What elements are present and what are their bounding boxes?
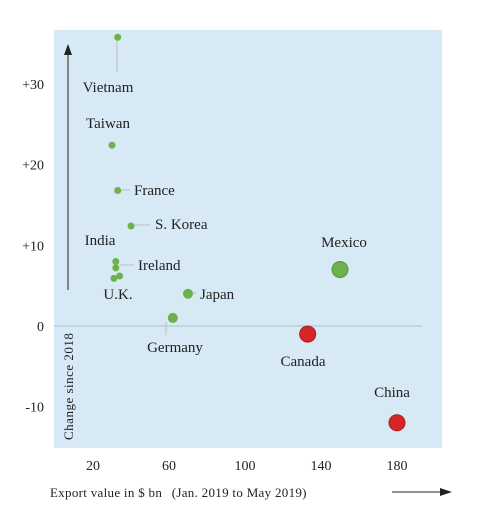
label-india: India xyxy=(85,233,116,249)
y-tick-label: +10 xyxy=(22,239,44,254)
point-labels: Vietnam Taiwan France S. Korea India Ireland U… xyxy=(83,80,411,401)
label-china: China xyxy=(374,385,410,401)
point-vietnam xyxy=(114,33,122,41)
x-tick-label: 100 xyxy=(235,459,256,474)
y-axis-arrow-head xyxy=(64,44,72,55)
label-france: France xyxy=(134,183,175,199)
point-germany xyxy=(167,312,178,323)
point-china xyxy=(388,414,406,432)
label-vietnam: Vietnam xyxy=(83,80,134,96)
x-tick-label: 180 xyxy=(387,459,408,474)
y-tick-label: +30 xyxy=(22,78,44,93)
x-tick-label: 60 xyxy=(162,459,176,474)
point-s-korea xyxy=(127,222,135,230)
point-canada xyxy=(299,325,317,343)
plot-area xyxy=(54,30,442,448)
point-u-k xyxy=(110,274,118,282)
point-taiwan xyxy=(108,141,116,149)
x-tick-label: 20 xyxy=(86,459,100,474)
label-u-k: U.K. xyxy=(103,287,132,303)
x-axis-arrow-head xyxy=(440,488,452,496)
point-france xyxy=(114,186,122,194)
y-axis-ticks: +30 +20 +10 0 -10 xyxy=(22,78,44,416)
data-points xyxy=(108,33,406,432)
label-ireland: Ireland xyxy=(138,258,181,274)
y-axis-title: Change since 2018 xyxy=(61,333,76,440)
point-india xyxy=(112,257,120,265)
label-japan: Japan xyxy=(200,287,235,303)
y-tick-label: 0 xyxy=(37,320,44,335)
x-tick-label: 140 xyxy=(311,459,332,474)
label-taiwan: Taiwan xyxy=(86,116,130,132)
label-mexico: Mexico xyxy=(321,235,367,251)
point-japan xyxy=(183,288,193,299)
x-axis-title: Export value in $ bn (Jan. 2019 to May 2… xyxy=(50,485,307,500)
label-canada: Canada xyxy=(281,354,326,370)
label-s-korea: S. Korea xyxy=(155,217,208,233)
y-tick-label: -10 xyxy=(25,401,44,416)
x-axis-ticks: 20 60 100 140 180 xyxy=(86,459,408,474)
y-tick-label: +20 xyxy=(22,159,44,174)
point-unlabeled xyxy=(116,272,124,280)
point-ireland xyxy=(112,264,120,272)
label-germany: Germany xyxy=(147,340,203,356)
point-mexico xyxy=(331,261,349,279)
